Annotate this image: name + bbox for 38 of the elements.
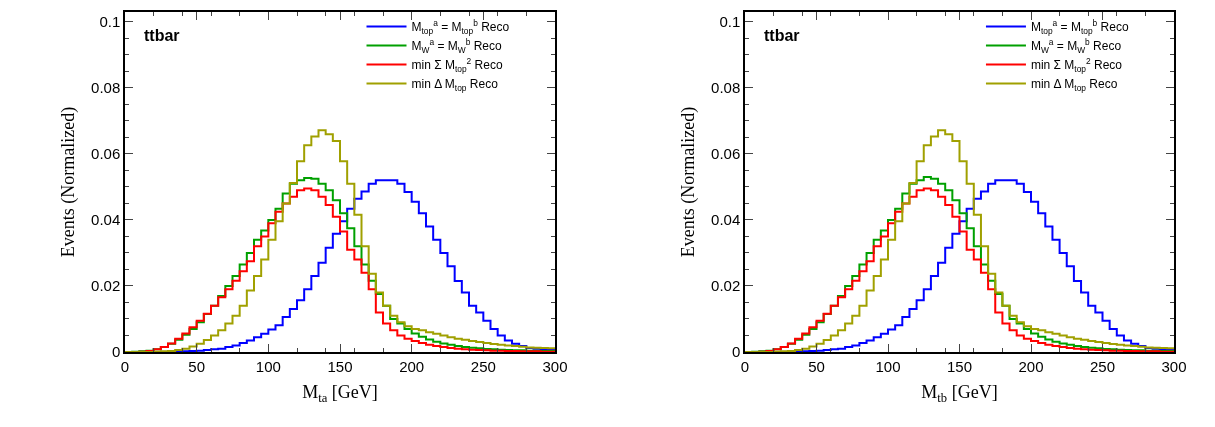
x-tick-label: 250 <box>1089 357 1116 375</box>
x-tick-label: 50 <box>808 357 825 375</box>
legend-label: M$_{top}$$^{a}$ = M$_{top}$$^{b}$ Reco <box>1030 18 1129 36</box>
y-tick-label: 0.02 <box>711 277 741 295</box>
y-tick-label: 0.04 <box>91 211 121 229</box>
legend-label: min Δ M$_{top}$ Reco <box>1030 77 1118 93</box>
y-axis-title: Events (Normalized) <box>57 106 79 258</box>
y-tick-label: 0 <box>731 343 741 361</box>
annotation: ttbar <box>764 27 800 44</box>
legend-label: M$_{W}$$^{a}$ = M$_{W}$$^{b}$ Reco <box>1030 37 1122 55</box>
y-tick-label: 0.06 <box>711 145 741 163</box>
x-tick-label: 150 <box>946 357 973 375</box>
legend-label: min Σ M$_{top}$$^{2}$ Reco <box>1030 56 1123 74</box>
y-tick-label: 0.06 <box>91 145 121 163</box>
y-tick-label: 0.1 <box>719 13 741 31</box>
x-tick-label: 300 <box>542 357 568 375</box>
x-tick-label: 300 <box>1161 357 1187 375</box>
y-tick-label: 0.1 <box>99 13 121 31</box>
legend-label: min Σ M$_{top}$$^{2}$ Reco <box>411 56 503 74</box>
y-tick-label: 0.08 <box>711 79 741 97</box>
x-tick-label: 100 <box>875 357 901 375</box>
legend-label: M$_{top}$$^{a}$ = M$_{top}$$^{b}$ Reco <box>411 18 510 36</box>
x-tick-label: 150 <box>327 357 353 375</box>
y-tick-label: 0 <box>111 343 121 361</box>
x-tick-label: 200 <box>1018 357 1044 375</box>
annotation: ttbar <box>144 27 180 44</box>
legend-label: M$_{W}$$^{a}$ = M$_{W}$$^{b}$ Reco <box>411 37 502 55</box>
y-tick-label: 0.04 <box>711 211 741 229</box>
x-axis-title: M$_{ta}$ [GeV] <box>302 382 378 406</box>
y-axis-title: Events (Normalized) <box>677 106 699 258</box>
y-tick-label: 0.02 <box>91 277 121 295</box>
legend-label: min Δ M$_{top}$ Reco <box>411 77 499 93</box>
x-tick-label: 100 <box>255 357 281 375</box>
x-tick-label: 50 <box>188 357 206 375</box>
x-tick-label: 200 <box>399 357 425 375</box>
x-axis-title: M$_{tb}$ [GeV] <box>921 382 998 406</box>
y-tick-label: 0.08 <box>91 79 121 97</box>
x-tick-label: 250 <box>470 357 496 375</box>
